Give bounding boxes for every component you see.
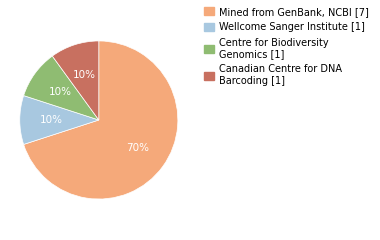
Text: 10%: 10% — [49, 87, 72, 97]
Wedge shape — [24, 41, 178, 199]
Text: 10%: 10% — [40, 115, 63, 125]
Legend: Mined from GenBank, NCBI [7], Wellcome Sanger Institute [1], Centre for Biodiver: Mined from GenBank, NCBI [7], Wellcome S… — [203, 5, 371, 88]
Wedge shape — [52, 41, 99, 120]
Text: 70%: 70% — [126, 143, 149, 153]
Text: 10%: 10% — [73, 70, 96, 80]
Wedge shape — [20, 96, 99, 144]
Wedge shape — [24, 56, 99, 120]
